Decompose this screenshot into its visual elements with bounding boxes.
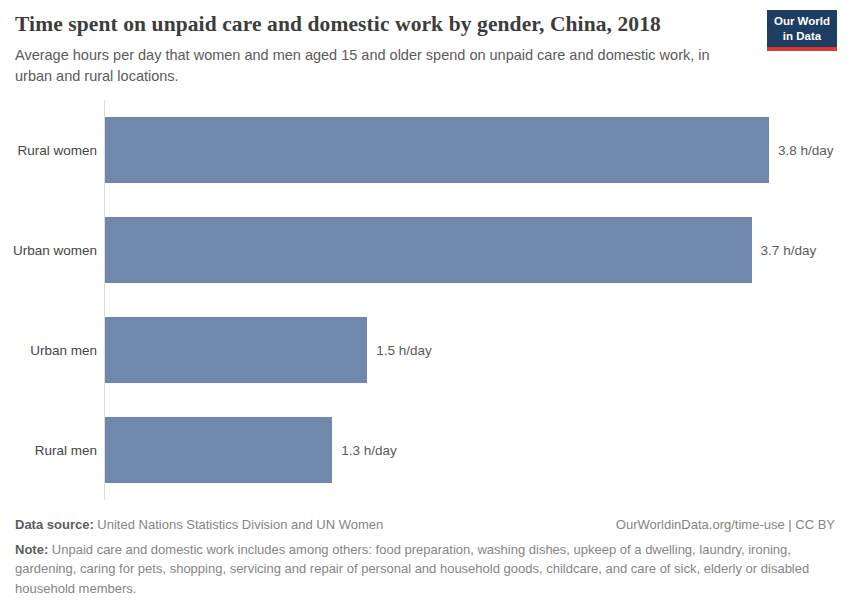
data-source-label: Data source: (15, 517, 94, 532)
category-label: Urban women (0, 200, 97, 300)
bar-rural-women[interactable] (105, 117, 769, 183)
source-line: Data source: United Nations Statistics D… (15, 516, 835, 534)
bar-chart: Rural women 3.8 h/day Urban women 3.7 h/day… (0, 100, 850, 500)
owid-logo[interactable]: Our World in Data (767, 10, 837, 51)
value-label: 1.5 h/day (376, 343, 432, 358)
bar-urban-women[interactable] (105, 217, 752, 283)
bar-urban-men[interactable] (105, 317, 367, 383)
bar-track: 3.7 h/day (105, 217, 832, 283)
owid-logo-line1: Our World (774, 14, 830, 28)
bar-row: Urban women 3.7 h/day (0, 200, 850, 300)
owid-logo-line2: in Data (783, 29, 821, 43)
category-label: Rural men (0, 400, 97, 500)
chart-subtitle: Average hours per day that women and men… (15, 45, 715, 87)
data-source-value: United Nations Statistics Division and U… (94, 517, 384, 532)
bar-track: 1.3 h/day (105, 417, 832, 483)
category-label: Rural women (0, 100, 97, 200)
bar-track: 1.5 h/day (105, 317, 832, 383)
bar-row: Urban men 1.5 h/day (0, 300, 850, 400)
note-label: Note: (15, 542, 48, 557)
bar-row: Rural women 3.8 h/day (0, 100, 850, 200)
data-source-text: Data source: United Nations Statistics D… (15, 516, 383, 534)
note-text: Note: Unpaid care and domestic work incl… (15, 540, 835, 598)
value-label: 1.3 h/day (341, 443, 397, 458)
value-label: 3.8 h/day (778, 143, 834, 158)
owid-url-link[interactable]: OurWorldinData.org/time-use | CC BY (616, 516, 835, 534)
bar-rural-men[interactable] (105, 417, 332, 483)
value-label: 3.7 h/day (761, 243, 817, 258)
category-label: Urban men (0, 300, 97, 400)
bar-row: Rural men 1.3 h/day (0, 400, 850, 500)
chart-title: Time spent on unpaid care and domestic w… (15, 12, 835, 37)
bar-track: 3.8 h/day (105, 117, 832, 183)
note-value: Unpaid care and domestic work includes a… (15, 542, 809, 595)
chart-header: Time spent on unpaid care and domestic w… (15, 12, 835, 87)
plot-area: Rural women 3.8 h/day Urban women 3.7 h/day… (0, 100, 850, 500)
chart-footer: Data source: United Nations Statistics D… (15, 516, 835, 598)
owid-chart-page: Time spent on unpaid care and domestic w… (0, 0, 850, 600)
